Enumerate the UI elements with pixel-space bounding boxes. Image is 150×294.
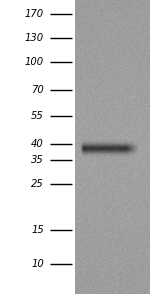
- Text: 40: 40: [31, 139, 44, 149]
- Text: 70: 70: [31, 85, 44, 95]
- Text: 55: 55: [31, 111, 44, 121]
- Text: 170: 170: [25, 9, 44, 19]
- Text: 10: 10: [31, 259, 44, 269]
- Text: 100: 100: [25, 57, 44, 67]
- Text: 15: 15: [31, 225, 44, 235]
- Text: 130: 130: [25, 33, 44, 43]
- Text: 35: 35: [31, 155, 44, 165]
- Text: 25: 25: [31, 179, 44, 189]
